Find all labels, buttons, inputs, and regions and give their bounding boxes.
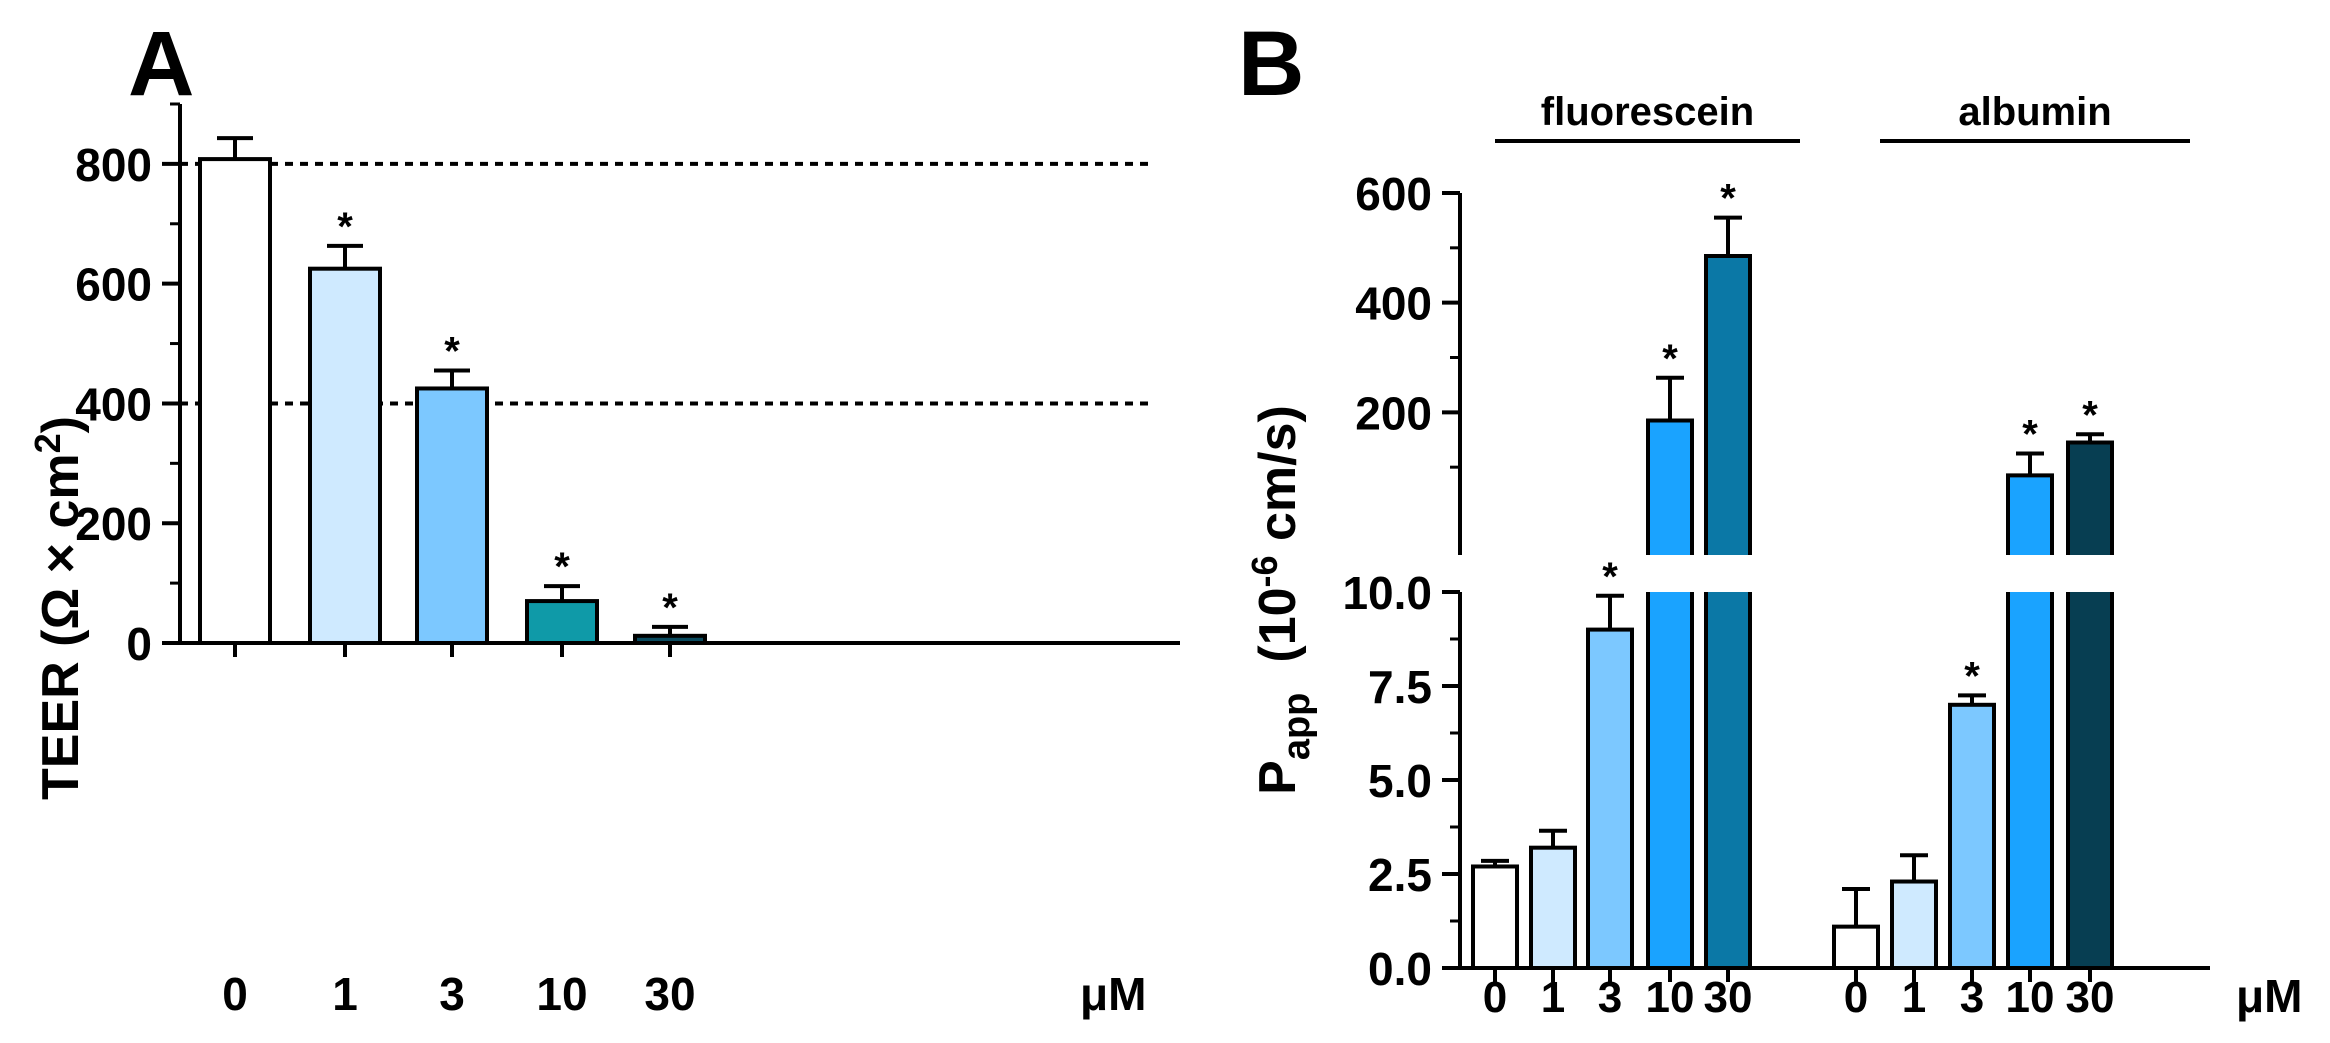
x-tick-label: 3 [1598,973,1622,1022]
y-tick-label: 600 [1355,168,1432,220]
x-tick-label: 30 [1704,973,1753,1022]
bar-upper-segment [1704,254,1752,555]
x-tick-label: 0 [222,968,248,1020]
y-tick-label: 800 [75,139,152,191]
bar-upper-segment [2006,473,2054,555]
group-label: albumin [1958,90,2111,134]
y-tick-label: 400 [1355,278,1432,330]
x-tick-label: 3 [439,968,465,1020]
panel-b-label: B [1238,13,1304,115]
x-tick-label: 1 [1541,973,1565,1022]
bar [1586,627,1634,970]
x-tick-label: 30 [2066,973,2115,1022]
bar [198,157,272,645]
bar [415,386,489,645]
x-tick-label: 10 [2006,973,2055,1022]
y-tick-label: 2.5 [1368,849,1432,901]
y-tick-label: 5.0 [1368,755,1432,807]
panel-a-unit-label: μM [1080,968,1146,1020]
x-tick-label: 10 [1646,973,1695,1022]
x-tick-label: 0 [1483,973,1507,1022]
significance-asterisk: * [2022,412,2038,456]
y-tick-label: 200 [75,498,152,550]
panel-b-unit-label: μM [2236,970,2302,1022]
bar [525,599,599,645]
bar [1890,879,1938,971]
significance-asterisk: * [2082,393,2098,437]
bar [1471,864,1519,970]
significance-asterisk: * [1720,177,1736,221]
bar [633,633,707,646]
significance-asterisk: * [1602,555,1618,599]
bar-lower-segment [2066,592,2114,970]
x-tick-label: 3 [1960,973,1984,1022]
x-tick-label: 30 [644,968,695,1020]
bar [308,266,382,645]
y-tick-label: 0.0 [1368,943,1432,995]
y-tick-label: 600 [75,259,152,311]
y-tick-label: 7.5 [1368,661,1432,713]
y-tick-label: 400 [75,378,152,430]
y-tick-label: 10.0 [1342,567,1432,619]
bar [1529,845,1577,970]
significance-asterisk: * [444,330,460,374]
x-tick-label: 1 [332,968,358,1020]
significance-asterisk: * [662,586,678,630]
bar [1948,702,1996,970]
bar-upper-segment [1646,418,1694,555]
panel-a-plot: 0 200 400 600 800 0 * 1 * 3 * 10 * 30 [75,102,1180,1020]
y-tick-label: 0 [126,618,152,670]
significance-asterisk: * [554,545,570,589]
bar-lower-segment [1646,592,1694,970]
group-label: fluorescein [1541,90,1754,134]
panel-a-label: A [128,13,194,115]
x-tick-label: 1 [1902,973,1926,1022]
y-tick-label: 200 [1355,387,1432,439]
significance-asterisk: * [337,205,353,249]
panel-a-ylabel: TEER (Ω × cm2) [27,416,90,800]
bar-upper-segment [2066,440,2114,555]
significance-asterisk: * [1662,337,1678,381]
bar-lower-segment [2006,592,2054,970]
bar [1832,924,1880,971]
x-tick-label: 10 [536,968,587,1020]
panel-b-ylabel: Papp(10-6 cm/s) [1244,405,1318,795]
significance-asterisk: * [1964,654,1980,698]
bar-lower-segment [1704,592,1752,970]
x-tick-label: 0 [1844,973,1868,1022]
